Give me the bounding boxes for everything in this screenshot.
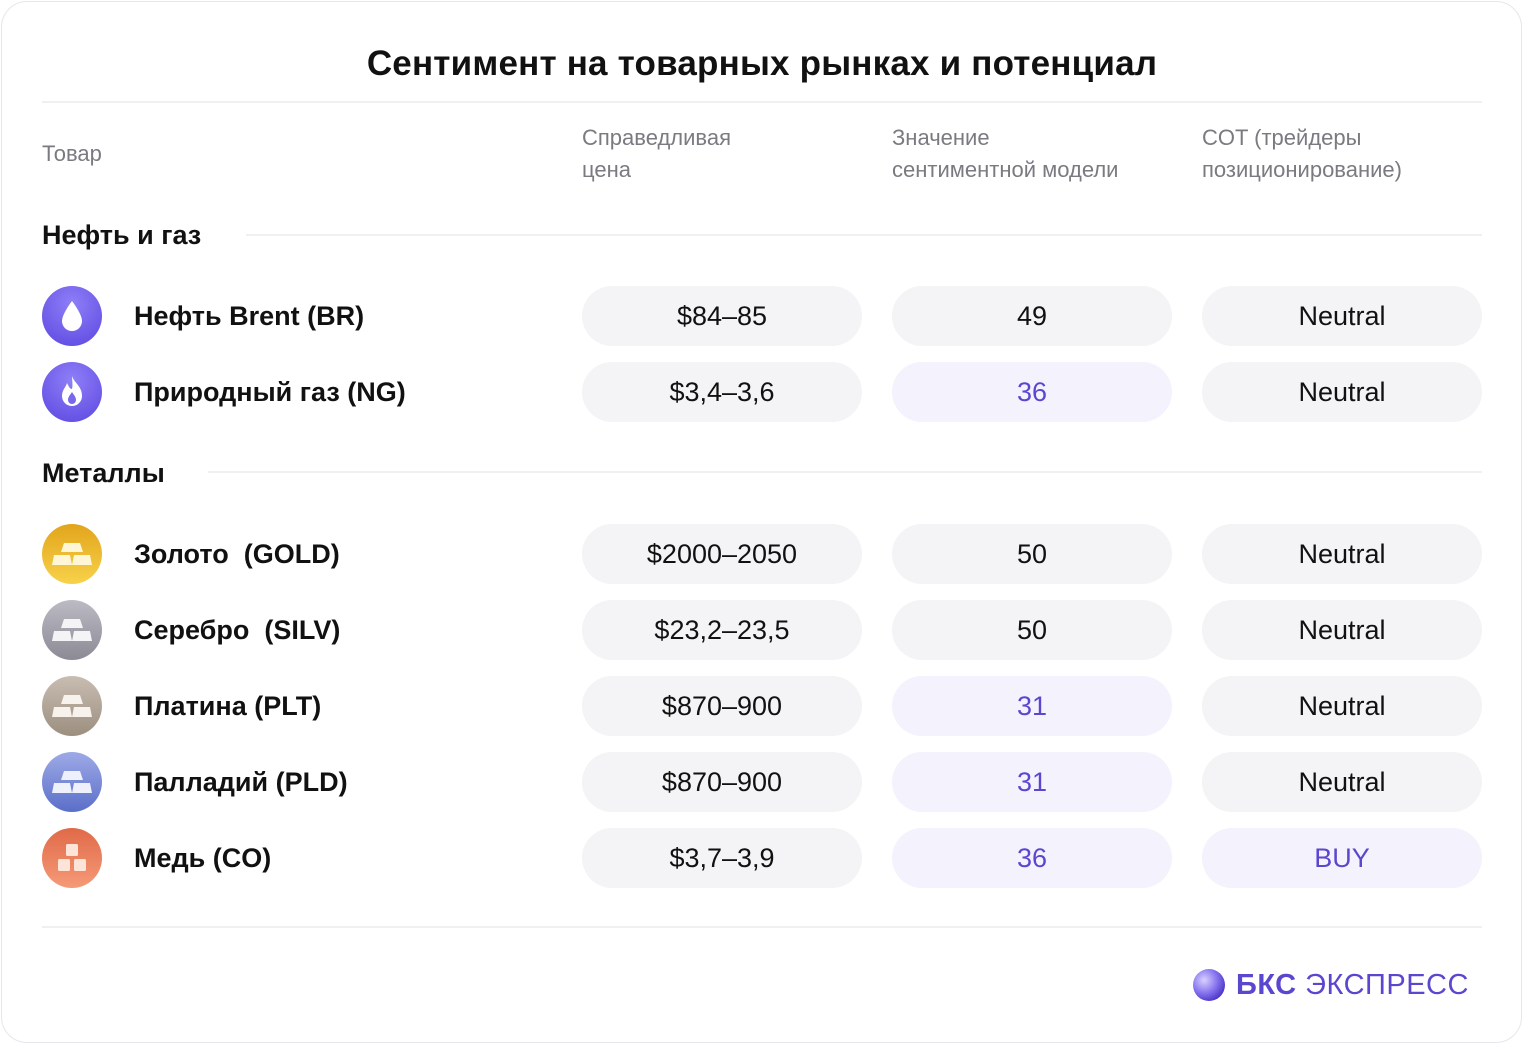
brand-logo: БКС ЭКСПРЕСС [1192,966,1469,1004]
fair-price-cell: $3,7–3,9 [582,828,862,888]
column-header-fair-price: Справедливая цена [582,125,732,182]
product-name: Палладий (PLD) [134,767,348,797]
fair-price-cell: $3,4–3,6 [582,362,862,422]
section-divider [208,471,1482,473]
section-label-metals: Металлы [42,458,165,488]
table-row: Золото (GOLD) $2000–2050 50 Neutral [0,524,1524,584]
platinum-bars-icon [42,676,102,736]
brand-name: БКС ЭКСПРЕСС [1236,968,1469,1001]
sentiment-cell: 49 [892,286,1172,346]
gold-bars-icon [42,524,102,584]
sentiment-cell: 36 [892,828,1172,888]
cot-cell: Neutral [1202,600,1482,660]
fair-price-cell: $2000–2050 [582,524,862,584]
cot-cell: Neutral [1202,286,1482,346]
product-name: Природный газ (NG) [134,377,406,407]
product-name: Платина (PLT) [134,691,322,721]
table-row: Природный газ (NG) $3,4–3,6 36 Neutral [0,362,1524,422]
table-row: Палладий (PLD) $870–900 31 Neutral [0,752,1524,812]
sentiment-cell: 50 [892,600,1172,660]
palladium-bars-icon [42,752,102,812]
product-name: Нефть Brent (BR) [134,301,365,331]
copper-blocks-icon [42,828,102,888]
flame-icon [42,362,102,422]
column-header-product: Товар [42,141,102,166]
table-row: Серебро (SILV) $23,2–23,5 50 Neutral [0,600,1524,660]
oil-drop-icon [42,286,102,346]
fair-price-cell: $870–900 [582,752,862,812]
section-divider [246,234,1482,236]
cot-cell: Neutral [1202,752,1482,812]
fair-price-cell: $23,2–23,5 [582,600,862,660]
product-name: Золото (GOLD) [134,539,340,569]
fair-price-cell: $84–85 [582,286,862,346]
column-header-sentiment: Значение сентиментной модели [892,125,1119,182]
product-name: Медь (CO) [134,843,272,873]
cot-cell: BUY [1202,828,1482,888]
product-name: Серебро (SILV) [134,615,341,645]
brand-sphere-icon [1193,969,1225,1001]
table-row: Платина (PLT) $870–900 31 Neutral [0,676,1524,736]
table-row: Медь (CO) $3,7–3,9 36 BUY [0,828,1524,888]
cot-cell: Neutral [1202,676,1482,736]
table-row: Нефть Brent (BR) $84–85 49 Neutral [0,286,1524,346]
column-header-cot: COT (трейдеры позиционирование) [1202,125,1402,182]
sentiment-cell: 31 [892,676,1172,736]
footer-divider [42,926,1482,928]
sentiment-cell: 36 [892,362,1172,422]
cot-cell: Neutral [1202,362,1482,422]
fair-price-cell: $870–900 [582,676,862,736]
silver-bars-icon [42,600,102,660]
page-title: Сентимент на товарных рынках и потенциал [366,44,1158,83]
sentiment-cell: 50 [892,524,1172,584]
sentiment-cell: 31 [892,752,1172,812]
section-label-oil-gas: Нефть и газ [42,220,202,250]
title-divider [42,101,1482,103]
cot-cell: Neutral [1202,524,1482,584]
